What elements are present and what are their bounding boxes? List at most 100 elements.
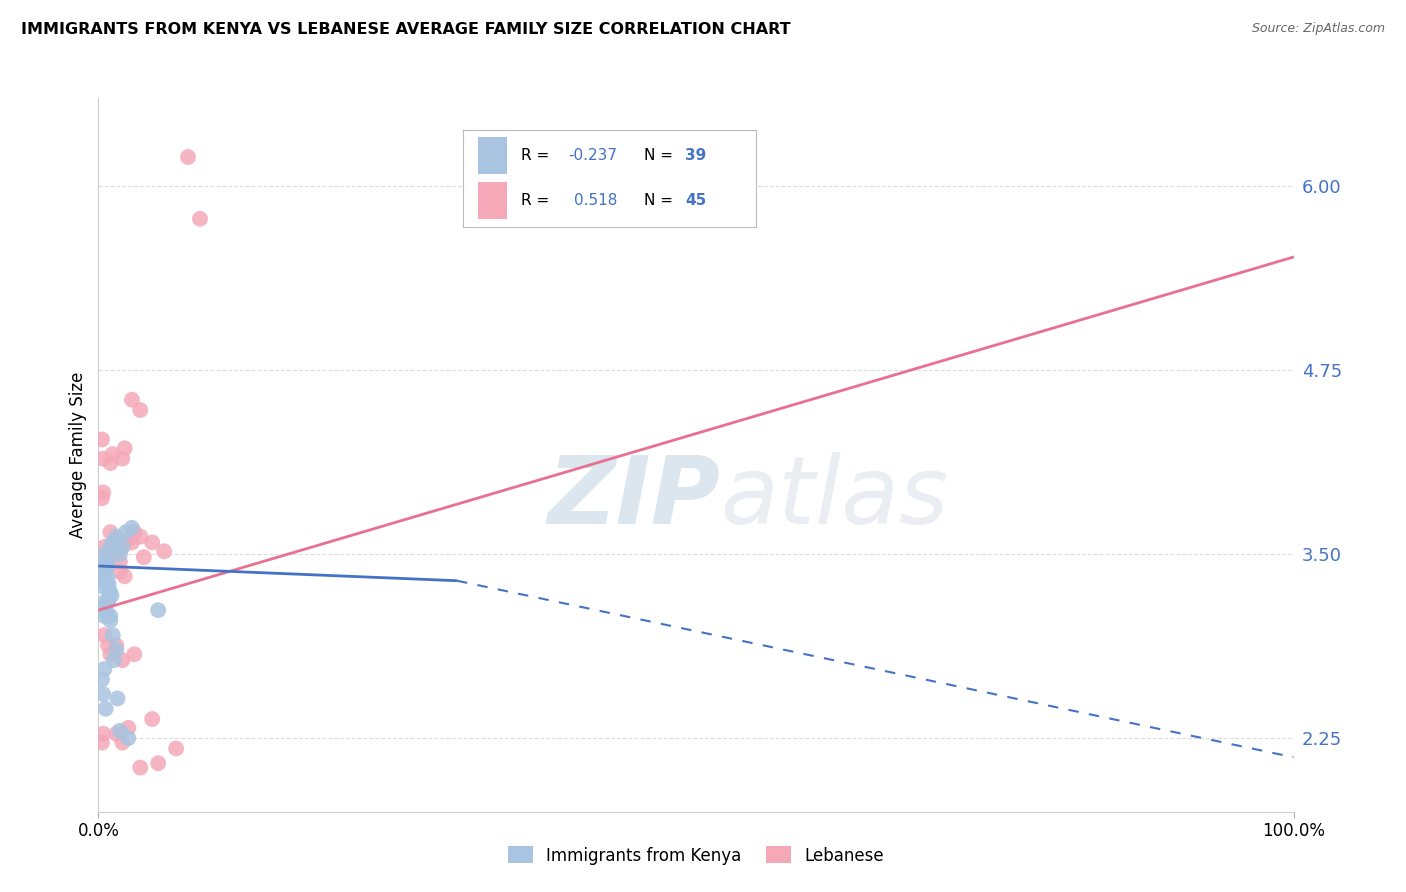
Point: [98, 525, 122, 540]
Point: [93, 565, 115, 579]
Text: N =: N =: [644, 193, 678, 208]
Point: [93, 547, 115, 561]
Point: [94, 702, 117, 716]
Point: [177, 150, 200, 164]
Point: [97, 555, 120, 569]
Point: [94, 555, 117, 569]
Point: [97, 594, 120, 608]
Point: [121, 521, 143, 535]
Point: [108, 565, 131, 579]
FancyBboxPatch shape: [478, 137, 506, 174]
Point: [93, 628, 115, 642]
Text: Source: ZipAtlas.com: Source: ZipAtlas.com: [1251, 22, 1385, 36]
Point: [101, 535, 124, 549]
Point: [101, 544, 124, 558]
Text: R =: R =: [522, 148, 554, 162]
Point: [91, 451, 114, 466]
Point: [96, 606, 118, 620]
Point: [98, 540, 122, 554]
Point: [117, 731, 139, 746]
FancyBboxPatch shape: [478, 182, 506, 219]
Point: [91, 673, 114, 687]
Point: [141, 535, 163, 549]
Point: [98, 614, 122, 628]
Point: [115, 525, 138, 540]
Point: [91, 433, 114, 447]
Text: 39: 39: [686, 148, 707, 162]
Point: [94, 599, 117, 613]
Point: [94, 559, 117, 574]
Point: [108, 555, 131, 569]
Point: [111, 653, 134, 667]
Point: [105, 727, 128, 741]
Point: [129, 530, 152, 544]
Y-axis label: Average Family Size: Average Family Size: [69, 372, 87, 538]
Point: [96, 569, 118, 583]
Point: [97, 555, 120, 569]
Point: [188, 211, 211, 226]
Point: [91, 491, 114, 506]
Point: [101, 447, 124, 461]
Point: [124, 648, 146, 662]
Point: [91, 569, 114, 583]
Point: [94, 594, 117, 608]
Point: [98, 456, 122, 470]
Point: [165, 741, 187, 756]
Text: R =: R =: [522, 193, 560, 208]
Point: [111, 540, 134, 554]
Point: [97, 576, 120, 591]
Point: [105, 530, 128, 544]
Point: [93, 662, 115, 676]
Point: [153, 544, 176, 558]
Point: [114, 442, 136, 456]
Text: 45: 45: [686, 193, 707, 208]
Point: [105, 643, 128, 657]
Point: [108, 723, 131, 738]
Point: [91, 559, 114, 574]
Point: [98, 609, 122, 624]
Point: [111, 540, 134, 554]
Point: [98, 584, 121, 599]
Point: [105, 533, 128, 547]
Point: [129, 761, 152, 775]
Point: [93, 609, 115, 624]
Point: [96, 576, 118, 591]
Point: [114, 569, 136, 583]
Point: [91, 485, 114, 500]
Point: [108, 547, 131, 561]
Text: 0.518: 0.518: [574, 193, 617, 208]
Point: [91, 735, 114, 749]
Point: [129, 403, 152, 417]
Point: [101, 628, 124, 642]
Text: N =: N =: [644, 148, 678, 162]
Point: [141, 712, 163, 726]
Point: [93, 540, 115, 554]
Point: [91, 687, 114, 701]
Point: [111, 451, 134, 466]
Point: [111, 735, 134, 749]
Point: [117, 533, 139, 547]
Legend: Immigrants from Kenya, Lebanese: Immigrants from Kenya, Lebanese: [501, 839, 891, 871]
Point: [132, 550, 155, 565]
Point: [121, 392, 143, 407]
Point: [148, 756, 170, 771]
Point: [107, 691, 129, 706]
Point: [105, 639, 128, 653]
Point: [96, 562, 118, 576]
Point: [91, 727, 114, 741]
Point: [103, 653, 125, 667]
Point: [97, 639, 120, 653]
Text: atlas: atlas: [720, 452, 948, 543]
Point: [101, 540, 124, 554]
Point: [98, 591, 121, 606]
Point: [121, 535, 143, 549]
Point: [100, 589, 122, 603]
Text: -0.237: -0.237: [568, 148, 617, 162]
Point: [91, 580, 114, 594]
Point: [117, 721, 139, 735]
Point: [148, 603, 170, 617]
Text: ZIP: ZIP: [547, 451, 720, 544]
Point: [124, 525, 146, 540]
Point: [98, 648, 122, 662]
Text: IMMIGRANTS FROM KENYA VS LEBANESE AVERAGE FAMILY SIZE CORRELATION CHART: IMMIGRANTS FROM KENYA VS LEBANESE AVERAG…: [21, 22, 790, 37]
